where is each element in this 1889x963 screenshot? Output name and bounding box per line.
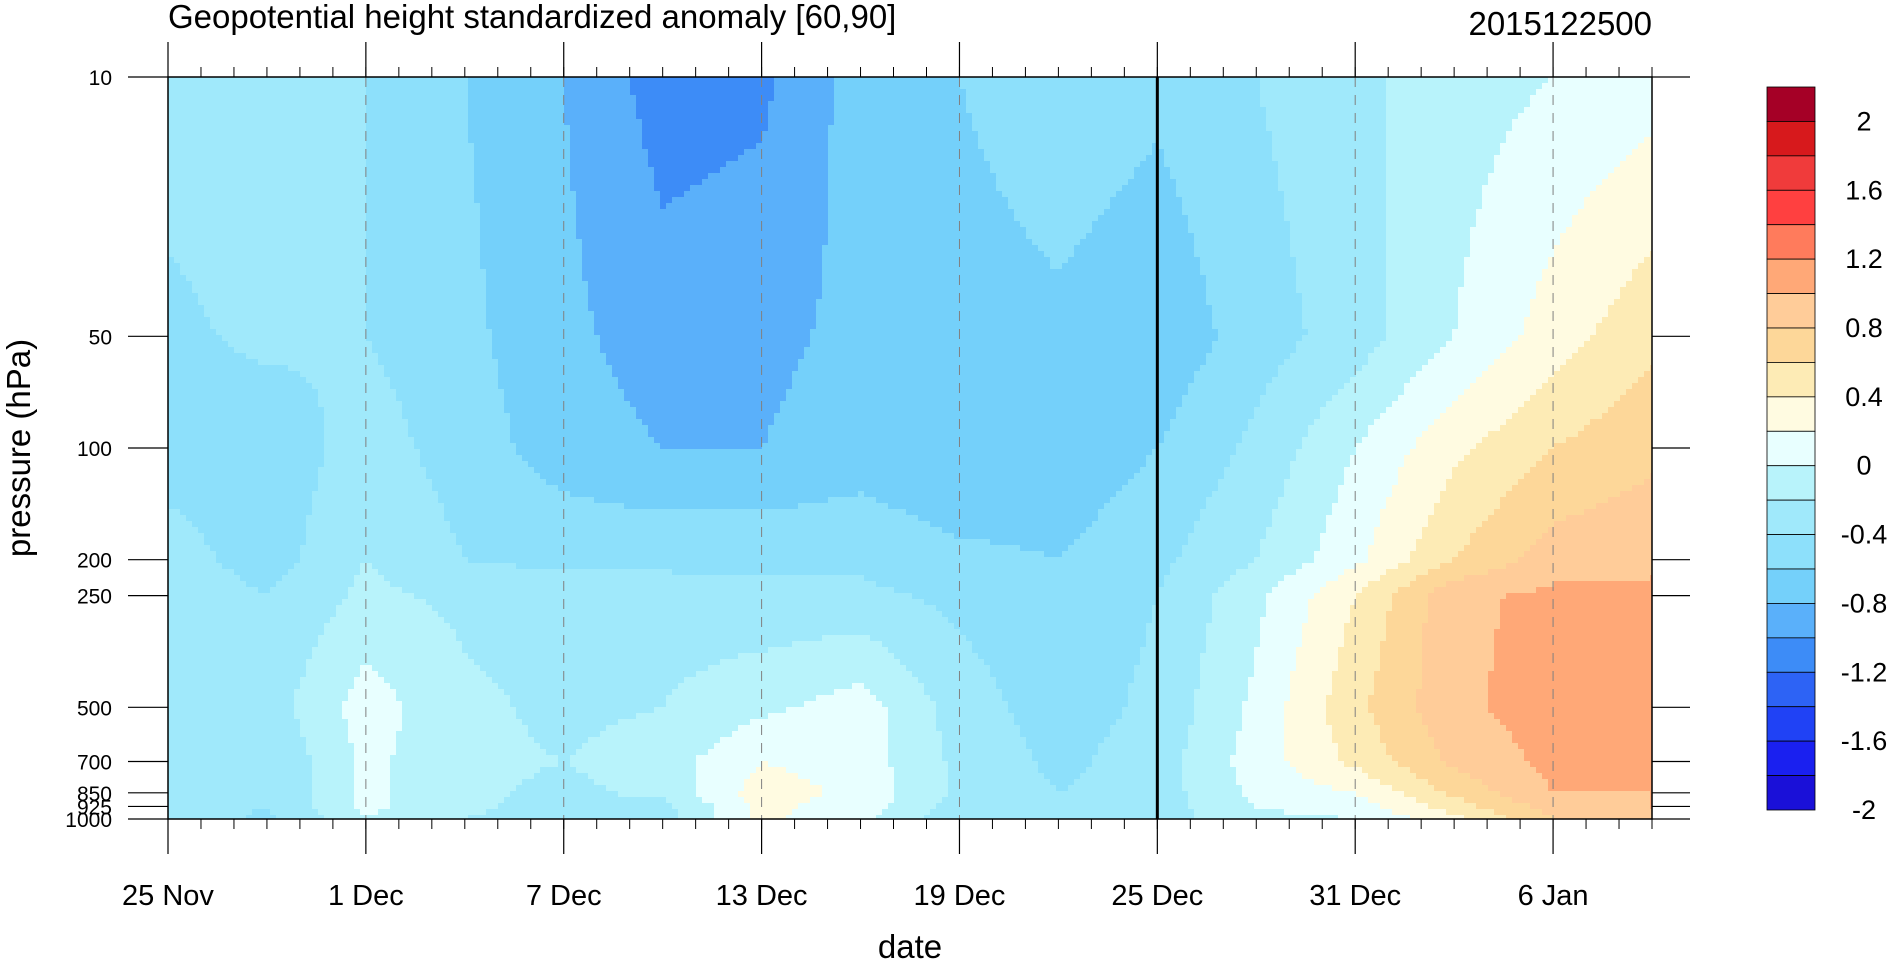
x-tick-label: 19 Dec — [914, 880, 1006, 912]
y-axis-label: pressure (hPa) — [0, 339, 37, 557]
y-tick-label: 250 — [77, 586, 112, 609]
x-tick-label: 25 Nov — [122, 880, 214, 912]
colorbar-swatch — [1766, 706, 1816, 742]
colorbar-swatch — [1766, 121, 1816, 157]
colorbar-swatch — [1766, 396, 1816, 432]
colorbar-swatch — [1766, 671, 1816, 708]
date-stamp: 2015122500 — [1468, 5, 1652, 42]
y-tick-label: 50 — [89, 326, 112, 349]
contour-field — [168, 77, 1652, 819]
colorbar-swatch — [1766, 499, 1816, 535]
colorbar-label: 0.4 — [1845, 382, 1883, 412]
x-tick-label: 31 Dec — [1309, 880, 1401, 912]
x-axis-label: date — [878, 928, 942, 963]
colorbar-swatch — [1766, 293, 1816, 329]
colorbar-swatch — [1766, 775, 1816, 811]
colorbar-label: 0.8 — [1845, 313, 1883, 343]
colorbar-swatch — [1766, 430, 1816, 467]
x-tick-label: 6 Jan — [1518, 880, 1589, 912]
colorbar: 2 1.6 1.2 0.8 0.4 0 -0.4 -0.8 -1.2 -1.6 -2 — [1766, 86, 1888, 825]
x-tick-label: 13 Dec — [716, 880, 808, 912]
colorbar-label: 0 — [1856, 451, 1871, 481]
colorbar-label: 2 — [1856, 106, 1871, 136]
y-tick-label: 100 — [77, 438, 112, 461]
y-tick-label: 700 — [77, 752, 112, 775]
colorbar-swatch — [1766, 155, 1816, 191]
colorbar-swatch — [1766, 86, 1816, 122]
colorbar-swatch — [1766, 534, 1816, 570]
x-tick-label: 25 Dec — [1111, 880, 1203, 912]
colorbar-swatch — [1766, 362, 1816, 398]
y-tick-label: 1000 — [65, 809, 112, 832]
colorbar-swatch — [1766, 637, 1816, 673]
colorbar-label: 1.2 — [1845, 244, 1883, 274]
chart-title: Geopotential height standardized anomaly… — [168, 0, 896, 35]
y-tick-label: 10 — [89, 67, 112, 90]
colorbar-label: -1.6 — [1841, 726, 1888, 756]
colorbar-swatch — [1766, 224, 1816, 260]
colorbar-label: -0.8 — [1841, 588, 1888, 618]
colorbar-swatch — [1766, 740, 1816, 776]
colorbar-swatch — [1766, 258, 1816, 294]
y-tick-label: 200 — [77, 550, 112, 573]
colorbar-label: 1.6 — [1845, 175, 1883, 205]
x-tick-label: 7 Dec — [526, 880, 602, 912]
y-tick-label: 925 — [77, 796, 112, 819]
colorbar-swatch — [1766, 568, 1816, 604]
colorbar-swatch — [1766, 189, 1816, 226]
y-tick-label: 500 — [77, 697, 112, 720]
colorbar-label: -1.2 — [1841, 657, 1888, 687]
colorbar-swatch — [1766, 603, 1816, 639]
colorbar-swatch — [1766, 465, 1816, 501]
colorbar-swatch — [1766, 327, 1816, 363]
y-tick-label: 850 — [77, 783, 112, 806]
colorbar-label: -2 — [1852, 795, 1876, 825]
axes: 25 Nov 1 Dec 7 Dec 13 Dec 19 Dec 25 Dec 31 Dec… — [65, 42, 1690, 912]
x-tick-label: 1 Dec — [328, 880, 404, 912]
colorbar-label: -0.4 — [1841, 520, 1888, 550]
